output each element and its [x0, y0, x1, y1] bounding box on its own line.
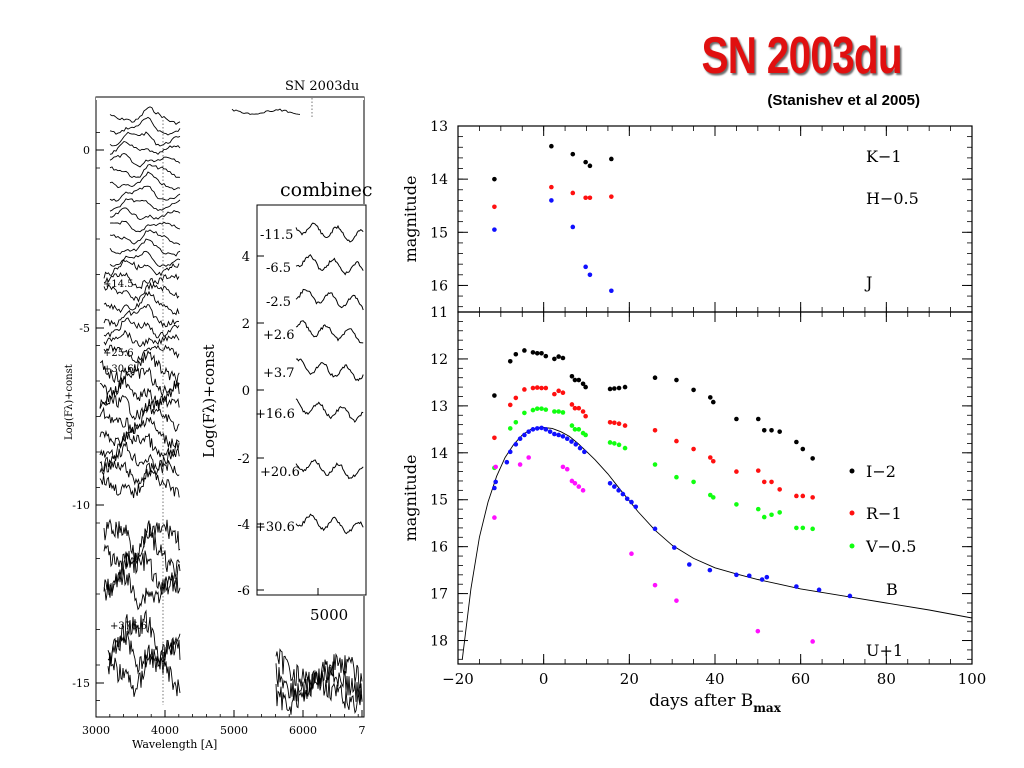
- inset-phase-labels: -11.5 -6.5 -2.5 +2.6 +3.7 +16.6 +20.6 +30.6: [255, 228, 300, 535]
- inset-spectrum-trace: [295, 358, 364, 382]
- spectrum-trace: [103, 259, 180, 279]
- inset-ytick-label: -2: [237, 452, 250, 467]
- spectra-phase-label: +376.6: [110, 621, 147, 632]
- spectrum-trace: [231, 108, 301, 115]
- spectra-xtick-label: 6000: [289, 724, 317, 737]
- spectrum-trace: [103, 281, 180, 303]
- spectrum-trace: [109, 229, 181, 246]
- spectrum-trace: [107, 609, 181, 663]
- spectra-phase-label: +30.6: [103, 364, 134, 375]
- page-title: SN 2003du: [701, 27, 903, 85]
- spectrum-trace: [103, 290, 180, 316]
- inset-ytick-label: -6: [237, 584, 250, 599]
- spectrum-trace: [109, 220, 181, 233]
- spectra-ytick-label: -5: [79, 322, 90, 335]
- inset-ytick-label: 2: [242, 317, 250, 332]
- inset-ylabel: Log(Fλ)+const: [200, 344, 218, 458]
- spectrum-trace: [275, 669, 363, 715]
- spectrum-trace: [109, 207, 181, 220]
- spectra-xtick-label: 7: [359, 724, 366, 737]
- page-subtitle: (Stanishev et al 2005): [767, 92, 920, 109]
- spectrum-trace: [109, 153, 181, 168]
- spectra-phase-label: +14.5: [103, 279, 134, 290]
- spectrum-trace: [107, 631, 181, 675]
- spectrum-trace: [103, 329, 180, 348]
- inset-phase-label: -11.5: [260, 228, 293, 243]
- spectrum-trace: [109, 140, 181, 155]
- inset-spectrum-trace: [295, 288, 364, 311]
- spectrum-trace: [99, 377, 180, 409]
- spectra-header: SN 2003du: [285, 79, 359, 94]
- spectrum-trace: [109, 185, 181, 202]
- inset-ytick-label: 0: [242, 384, 250, 399]
- spectra-ytick-label: 0: [83, 144, 90, 157]
- inset-frame: [256, 204, 367, 596]
- spectra-xlabel: Wavelength [A]: [132, 738, 217, 751]
- inset-spectrum-trace: [295, 320, 364, 344]
- spectra-xtick-label: 4000: [151, 724, 179, 737]
- inset-spectrum-trace: [295, 222, 364, 243]
- inset-spectrum-trace: [295, 398, 364, 423]
- spectrum-trace: [109, 106, 181, 126]
- spectrum-trace: [103, 271, 180, 290]
- inset-phase-label: +16.6: [255, 407, 295, 422]
- spectra-ticks: 3000 4000 5000 6000 7 0 -5 -10 -15: [72, 96, 366, 737]
- spectrum-trace: [103, 523, 180, 579]
- inset-phase-label: -6.5: [266, 261, 291, 276]
- inset-spectrum-trace: [295, 254, 364, 276]
- inset-phase-label: +2.6: [263, 328, 295, 343]
- spectrum-trace: [99, 441, 180, 473]
- title-block: SN 2003du (Stanishev et al 2005): [640, 22, 970, 122]
- spectrum-trace: [99, 350, 180, 384]
- spectrum-trace: [103, 317, 180, 339]
- spectrum-trace: [109, 131, 181, 147]
- spectrum-trace: [99, 468, 180, 499]
- inset-lines: [295, 222, 364, 535]
- inset-xtick: 5000: [310, 606, 348, 624]
- inset-phase-label: +30.6: [255, 520, 295, 535]
- spectra-lines: [99, 106, 363, 715]
- spectra-phase-labels: +14.5 +25.6 +30.6 +376.6: [103, 279, 147, 632]
- inset-ticks: 4 2 0 -2 -4 -6: [237, 250, 319, 599]
- spectrum-trace: [99, 417, 180, 449]
- spectra-ylabel: Log(Fλ)+const: [64, 364, 75, 440]
- spectrum-trace: [109, 198, 181, 212]
- spectrum-trace: [275, 661, 363, 703]
- inset-spectrum-trace: [295, 459, 364, 480]
- inset-phase-label: +3.7: [263, 366, 295, 381]
- spectra-top-mask: [96, 97, 364, 100]
- spectrum-trace: [109, 250, 181, 268]
- spectrum-trace: [107, 649, 181, 697]
- spectrum-trace: [109, 116, 181, 136]
- spectrum-trace: [103, 304, 180, 328]
- spectrum-trace: [103, 569, 181, 611]
- spectrum-trace: [109, 238, 181, 257]
- spectra-phase-label: +25.6: [103, 348, 134, 359]
- spectra-ytick-label: -10: [72, 499, 90, 512]
- inset-phase-label: +20.6: [260, 465, 300, 480]
- inset-spectrum-trace: [295, 513, 364, 535]
- spectrum-trace: [103, 518, 181, 561]
- spectrum-trace: [103, 550, 181, 598]
- inset-title: combinec: [280, 179, 372, 201]
- spectrum-trace: [109, 171, 181, 191]
- spectrum-trace: [99, 431, 180, 460]
- spectrum-trace: [99, 394, 180, 421]
- spectrum-trace: [99, 460, 180, 486]
- spectra-xtick-label: 5000: [220, 724, 248, 737]
- inset-ytick-label: -4: [237, 518, 250, 533]
- spectra-ytick-label: -15: [72, 677, 90, 690]
- inset-ytick-label: 4: [242, 250, 250, 265]
- inset-background: [244, 204, 366, 596]
- spectrum-trace: [109, 164, 181, 179]
- spectra-xtick-label: 3000: [82, 724, 110, 737]
- inset-phase-label: -2.5: [266, 295, 291, 310]
- spectrum-trace: [99, 404, 180, 434]
